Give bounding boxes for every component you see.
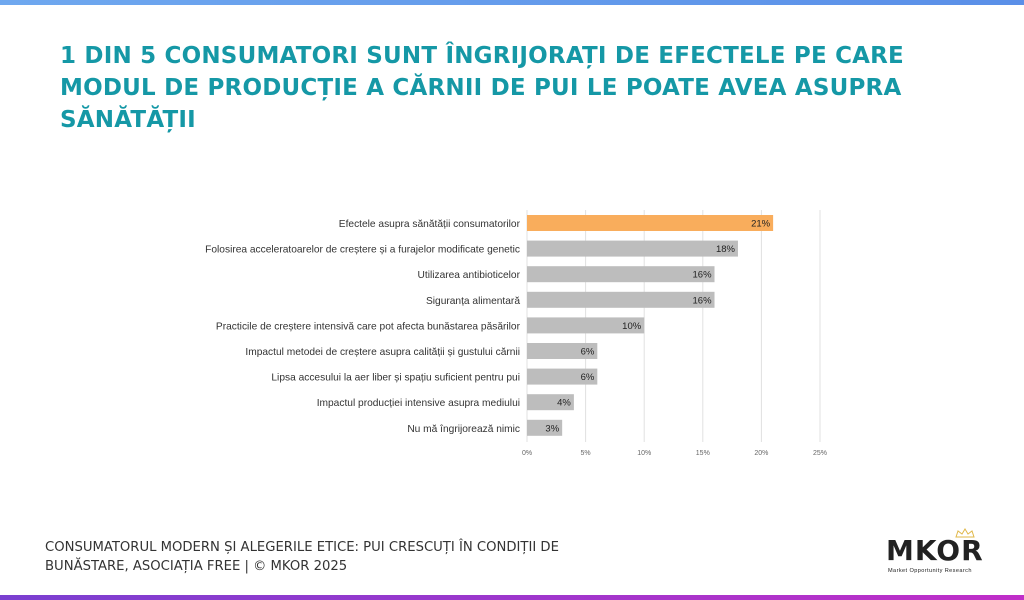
data-label: 4% — [557, 398, 571, 409]
crown-icon — [955, 528, 975, 538]
data-label: 3% — [545, 423, 559, 434]
category-label: Folosirea acceleratoarelor de creștere ș… — [205, 245, 520, 256]
category-label: Practicile de creștere intensivă care po… — [216, 321, 521, 332]
category-label: Efectele asupra sănătății consumatorilor — [339, 219, 521, 230]
data-label: 6% — [581, 372, 595, 383]
x-tick-label: 20% — [754, 450, 768, 457]
data-label: 21% — [751, 219, 771, 230]
bar — [527, 317, 645, 334]
top-accent-bar — [0, 0, 1024, 5]
footer-line-2: BUNĂSTARE, ASOCIAȚIA FREE | © MKOR 2025 — [45, 559, 348, 574]
bar — [527, 291, 715, 308]
category-label: Lipsa accesului la aer liber și spațiu s… — [271, 373, 520, 384]
x-tick-label: 5% — [581, 450, 591, 457]
x-tick-label: 10% — [637, 450, 651, 457]
data-label: 18% — [716, 244, 736, 255]
bar — [527, 266, 715, 283]
logo-tagline: Market Opportunity Research — [888, 568, 972, 574]
mkor-logo: MKOR Market Opportunity Research — [886, 528, 998, 578]
bar — [527, 240, 738, 257]
source-footer: CONSUMATORUL MODERN ȘI ALEGERILE ETICE: … — [45, 538, 665, 576]
bar — [527, 215, 774, 231]
page-title: 1 DIN 5 CONSUMATORI SUNT ÎNGRIJORAȚI DE … — [60, 43, 904, 133]
data-label: 16% — [693, 295, 713, 306]
bar — [527, 368, 598, 385]
category-label: Impactul metodei de creștere asupra cali… — [245, 347, 520, 358]
footer-line-1: CONSUMATORUL MODERN ȘI ALEGERILE ETICE: … — [45, 540, 559, 555]
x-tick-label: 15% — [696, 450, 710, 457]
x-tick-label: 0% — [522, 450, 532, 457]
bottom-accent-bar — [0, 595, 1024, 600]
data-label: 10% — [622, 321, 642, 332]
logo-wordmark: MKOR — [886, 534, 984, 567]
data-label: 6% — [581, 347, 595, 358]
category-label: Utilizarea antibioticelor — [418, 270, 521, 281]
bar — [527, 343, 598, 359]
x-tick-label: 25% — [813, 450, 827, 457]
category-label: Impactul producției intensive asupra med… — [317, 398, 520, 409]
bar — [527, 394, 574, 411]
category-label: Nu mă îngrijorează nimic — [407, 424, 520, 435]
data-label: 16% — [693, 270, 713, 281]
category-label: Siguranța alimentară — [426, 296, 520, 307]
bar — [527, 419, 563, 436]
